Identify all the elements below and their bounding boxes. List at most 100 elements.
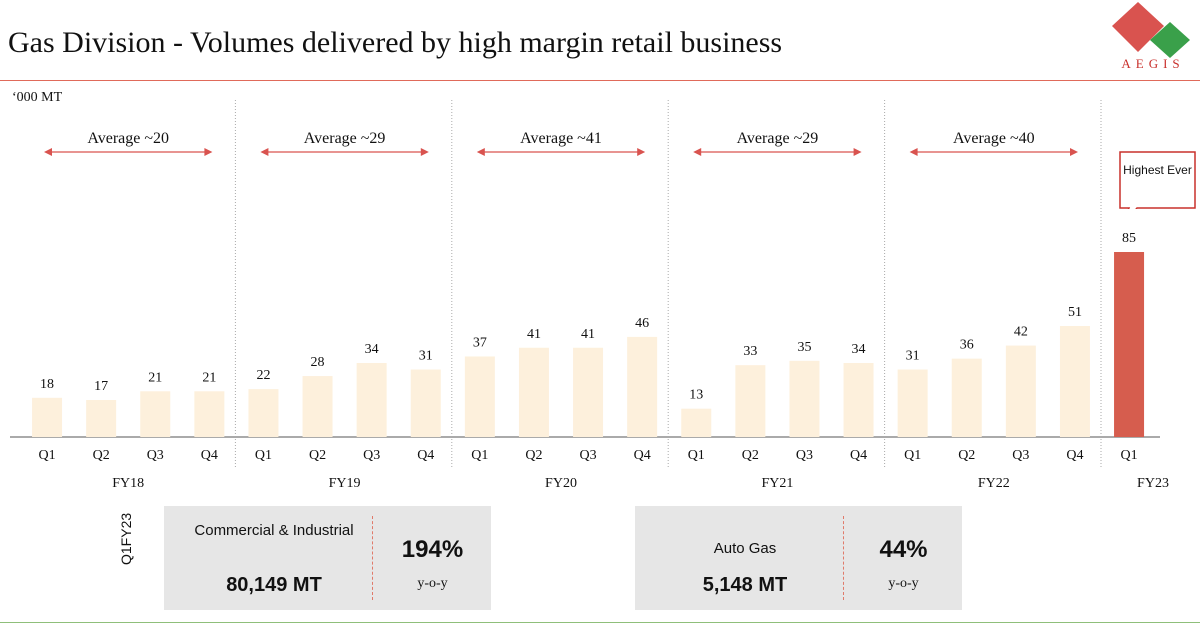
commercial-growth-label: y-o-y bbox=[417, 576, 448, 591]
data-label: 21 bbox=[202, 370, 216, 385]
highest-ever-callout bbox=[1119, 151, 1196, 209]
card-divider bbox=[843, 516, 844, 600]
quarter-tick-label: Q1 bbox=[688, 448, 705, 463]
data-label: 17 bbox=[94, 379, 108, 394]
data-label: 28 bbox=[311, 355, 325, 370]
bar-fy18-q2 bbox=[86, 400, 117, 437]
bar-fy19-q2 bbox=[302, 376, 333, 437]
data-label: 34 bbox=[852, 342, 866, 357]
data-label: 21 bbox=[148, 370, 162, 385]
quarter-tick-label: Q1 bbox=[38, 448, 55, 463]
page-title: Gas Division - Volumes delivered by high… bbox=[8, 26, 783, 59]
highest-ever-label: Highest Ever bbox=[1123, 163, 1192, 177]
quarter-tick-label: Q4 bbox=[417, 448, 434, 463]
arrow-right-icon bbox=[853, 148, 862, 156]
data-label: 18 bbox=[40, 377, 54, 392]
quarter-tick-label: Q1 bbox=[1120, 448, 1137, 463]
bar-fy19-q3 bbox=[356, 363, 387, 437]
quarter-tick-label: Q3 bbox=[363, 448, 380, 463]
data-label: 41 bbox=[581, 327, 595, 342]
arrow-right-icon bbox=[1070, 148, 1078, 156]
data-label: 85 bbox=[1122, 231, 1136, 246]
fiscal-year-label: FY22 bbox=[978, 476, 1010, 491]
aegis-logo-icon bbox=[1112, 2, 1190, 58]
quarter-tick-label: Q2 bbox=[742, 448, 759, 463]
auto-gas-card: Auto Gas 5,148 MT 44% y-o-y bbox=[635, 506, 962, 610]
quarter-tick-label: Q1 bbox=[904, 448, 921, 463]
bar-fy20-q4 bbox=[627, 336, 658, 437]
arrow-left-icon bbox=[909, 148, 918, 156]
title-divider bbox=[0, 80, 1200, 81]
data-label: 46 bbox=[635, 316, 649, 331]
quarter-tick-label: Q2 bbox=[93, 448, 110, 463]
arrow-right-icon bbox=[420, 148, 429, 156]
bar-fy20-q2 bbox=[518, 347, 549, 437]
average-label: Average ~29 bbox=[304, 130, 386, 147]
bar-fy20-q1 bbox=[464, 356, 495, 437]
quarter-tick-label: Q4 bbox=[850, 448, 867, 463]
quarter-tick-label: Q1 bbox=[255, 448, 272, 463]
bar-fy18-q4 bbox=[194, 391, 225, 437]
arrow-right-icon bbox=[637, 148, 646, 156]
fiscal-year-label: FY23 bbox=[1137, 476, 1169, 491]
arrow-left-icon bbox=[44, 148, 52, 156]
autogas-growth: 44% bbox=[879, 536, 928, 563]
data-label: 36 bbox=[960, 338, 974, 353]
average-label: Average ~40 bbox=[953, 130, 1035, 147]
arrow-left-icon bbox=[693, 148, 702, 156]
fiscal-year-label: FY21 bbox=[761, 476, 793, 491]
commercial-category: Commercial & Industrial bbox=[194, 522, 354, 539]
commercial-growth: 194% bbox=[401, 536, 464, 563]
bar-fy23-q1 bbox=[1114, 252, 1145, 437]
fiscal-year-label: FY19 bbox=[329, 476, 361, 491]
bar-fy21-q3 bbox=[789, 360, 820, 437]
average-label: Average ~20 bbox=[87, 130, 169, 147]
data-label: 13 bbox=[689, 388, 703, 403]
quarter-tick-label: Q2 bbox=[958, 448, 975, 463]
data-label: 42 bbox=[1014, 325, 1028, 340]
bar-fy19-q4 bbox=[410, 369, 441, 437]
average-label: Average ~41 bbox=[520, 130, 602, 147]
commercial-industrial-card: Commercial & Industrial 80,149 MT 194% y… bbox=[164, 506, 491, 610]
quarter-tick-label: Q4 bbox=[634, 448, 651, 463]
y-axis-unit: ‘000 MT bbox=[12, 90, 63, 105]
data-label: 37 bbox=[473, 335, 487, 350]
quarter-tick-label: Q3 bbox=[796, 448, 813, 463]
quarter-tick-label: Q2 bbox=[309, 448, 326, 463]
volume-bar-chart: 18 Q1 17 Q2 21 Q3 21 Q4 FY18 Average ~20 22 Q1 28 Q2 3… bbox=[10, 100, 1169, 491]
fiscal-year-label: FY20 bbox=[545, 476, 577, 491]
autogas-category: Auto Gas bbox=[713, 540, 777, 557]
data-label: 31 bbox=[906, 349, 920, 364]
bar-fy22-q3 bbox=[1005, 345, 1036, 437]
logo-wordmark: AEGIS bbox=[1121, 56, 1185, 71]
autogas-volume: 5,148 MT bbox=[702, 574, 788, 596]
card-divider bbox=[372, 516, 373, 600]
commercial-volume: 80,149 MT bbox=[226, 574, 322, 596]
quarter-tick-label: Q3 bbox=[1012, 448, 1029, 463]
q1fy23-side-label: Q1FY23 bbox=[118, 512, 134, 565]
data-label: 34 bbox=[365, 342, 379, 357]
footer-divider bbox=[0, 622, 1200, 623]
bar-fy18-q1 bbox=[32, 397, 63, 437]
average-label: Average ~29 bbox=[737, 130, 819, 147]
data-label: 35 bbox=[797, 340, 811, 355]
arrow-left-icon bbox=[476, 148, 485, 156]
quarter-tick-label: Q4 bbox=[1066, 448, 1083, 463]
quarter-tick-label: Q2 bbox=[525, 448, 542, 463]
bar-fy20-q3 bbox=[573, 347, 604, 437]
data-label: 51 bbox=[1068, 305, 1082, 320]
quarter-tick-label: Q3 bbox=[579, 448, 596, 463]
quarter-tick-label: Q1 bbox=[471, 448, 488, 463]
quarter-tick-label: Q4 bbox=[201, 448, 218, 463]
bar-fy21-q4 bbox=[843, 363, 874, 437]
autogas-growth-label: y-o-y bbox=[888, 576, 919, 591]
arrow-right-icon bbox=[204, 148, 213, 156]
bar-fy21-q2 bbox=[735, 365, 766, 437]
data-label: 31 bbox=[419, 349, 433, 364]
quarter-tick-label: Q3 bbox=[147, 448, 164, 463]
data-label: 22 bbox=[256, 368, 270, 383]
bar-fy22-q2 bbox=[951, 358, 982, 437]
bar-fy21-q1 bbox=[681, 408, 712, 437]
bar-fy18-q3 bbox=[140, 391, 171, 437]
data-label: 33 bbox=[743, 344, 757, 359]
